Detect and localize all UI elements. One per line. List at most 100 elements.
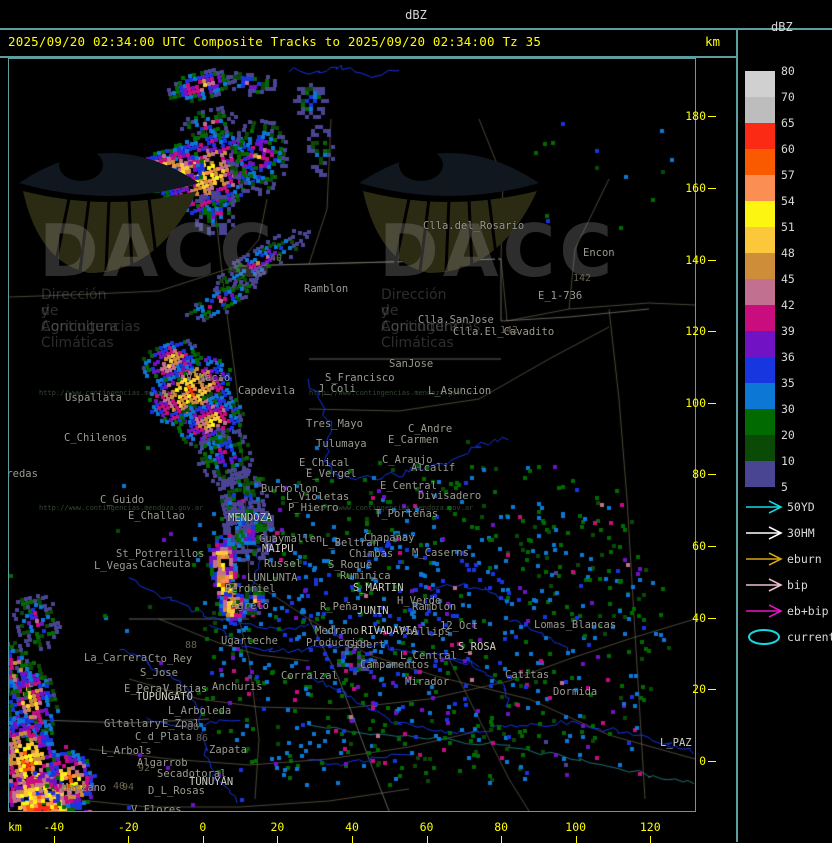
dbz-colorbar: 80 70 65 60 57 54 51 48 45 42 39 36 35 30 20 10 5 <box>745 64 795 494</box>
ellipse-icon <box>748 629 780 645</box>
colorbar-tick-label: 30 <box>781 402 795 416</box>
arrow-icon <box>746 604 783 618</box>
track-legend: 50YD 30HM eburn bip eb+bip current <box>745 495 832 651</box>
track-legend-label: eburn <box>787 552 822 566</box>
title-separator <box>0 28 832 30</box>
colorbar-swatch <box>745 383 775 409</box>
y-axis-tick-mark <box>708 331 716 333</box>
track-legend-row[interactable]: 30HM <box>745 521 832 547</box>
y-axis-tick-label: 160 <box>685 180 706 195</box>
track-legend-row[interactable]: eburn <box>745 547 832 573</box>
y-axis-tick-mark <box>708 402 716 404</box>
x-axis-tick-label: 0 <box>199 820 207 834</box>
colorbar-swatch <box>745 149 775 175</box>
x-axis-tick-mark <box>202 836 204 843</box>
arrow-icon <box>746 500 783 514</box>
colorbar-tick-label: 70 <box>781 90 795 104</box>
colorbar-swatch <box>745 409 775 435</box>
colorbar-tick-label: 60 <box>781 142 795 156</box>
map-route-label: 94 <box>122 782 135 793</box>
map-route-label: 92 <box>138 763 151 774</box>
y-axis-tick-mark <box>708 617 716 619</box>
colorbar-tick-label: 10 <box>781 454 795 468</box>
colorbar-swatch <box>745 357 775 383</box>
track-legend-label: current <box>787 630 832 644</box>
map-route-label: 86 <box>196 733 209 744</box>
colorbar-tick-label: 36 <box>781 350 795 364</box>
track-legend-row[interactable]: 50YD <box>745 495 832 521</box>
arrow-icon <box>746 552 783 566</box>
x-axis-tick-label: 40 <box>345 820 359 834</box>
radar-echo-canvas <box>9 59 695 811</box>
colorbar-swatch <box>745 279 775 305</box>
colorbar-tick-label: 65 <box>781 116 795 130</box>
panel-divider <box>736 30 738 842</box>
colorbar-title: dBZ <box>771 20 793 34</box>
x-axis-tick-mark <box>426 836 428 843</box>
track-legend-row[interactable]: bip <box>745 573 832 599</box>
x-axis-tick-label: 100 <box>565 820 587 834</box>
colorbar-tick-label: 45 <box>781 272 795 286</box>
x-axis-tick-mark <box>277 836 279 843</box>
y-axis-tick-label: 120 <box>685 324 706 339</box>
colorbar-swatch <box>745 175 775 201</box>
timestamp-label: 2025/09/20 02:34:00 UTC Composite Tracks… <box>8 34 542 49</box>
track-legend-row[interactable]: eb+bip <box>745 599 832 625</box>
y-axis-tick-mark <box>708 259 716 261</box>
window-title-bar: dBZ <box>0 0 832 29</box>
colorbar-tick-label: 39 <box>781 324 795 338</box>
colorbar-swatch <box>745 253 775 279</box>
colorbar-tick-label: 80 <box>781 64 795 78</box>
colorbar-swatch <box>745 97 775 123</box>
x-axis-tick-label: 80 <box>494 820 509 834</box>
map-route-label: 40 <box>113 781 126 792</box>
y-axis-tick-label: 0 <box>699 753 706 768</box>
colorbar-swatch <box>745 227 775 253</box>
colorbar-swatch <box>745 331 775 357</box>
y-axis-tick-label: 60 <box>692 539 706 553</box>
colorbar-swatch <box>745 435 775 461</box>
x-axis: -40 -20 0 20 40 60 80 100 120 <box>8 814 696 843</box>
map-route-label: 142 <box>573 273 592 284</box>
y-axis-tick-mark <box>708 760 716 762</box>
radar-plot-area[interactable]: DACC Dirección de Agricultura y Contingenc… <box>8 58 696 812</box>
x-axis-tick-label: -40 <box>43 820 65 834</box>
track-legend-row[interactable]: current <box>745 625 832 651</box>
map-route-label: 142 <box>500 325 519 336</box>
arrow-icon <box>746 526 783 540</box>
track-legend-label: 50YD <box>787 500 815 514</box>
y-axis-tick-label: 40 <box>692 610 706 625</box>
x-axis-tick-mark <box>650 836 652 843</box>
y-axis-tick-label: 140 <box>685 252 706 267</box>
map-route-label: 88 <box>187 722 200 733</box>
colorbar-tick-label: 42 <box>781 298 795 312</box>
colorbar-tick-label: 20 <box>781 428 795 442</box>
colorbar-swatch <box>745 305 775 331</box>
window-title: dBZ <box>405 7 427 22</box>
x-axis-tick-label: 20 <box>270 820 285 834</box>
y-axis-tick-label: 180 <box>685 109 706 124</box>
arrow-icon <box>746 578 783 592</box>
colorbar-tick-label: 5 <box>781 480 788 494</box>
y-axis-tick-mark <box>708 689 716 691</box>
y-axis-tick-label: 20 <box>692 682 706 697</box>
colorbar-swatch <box>745 461 775 487</box>
y-axis-tick-mark <box>708 546 716 547</box>
colorbar-swatch <box>745 71 775 97</box>
x-axis-unit-label: km <box>8 820 22 834</box>
y-axis-tick-mark <box>708 187 716 189</box>
map-route-label: 40 <box>270 253 283 264</box>
colorbar-tick-label: 48 <box>781 246 795 260</box>
x-axis-tick-mark <box>352 836 353 843</box>
track-legend-label: bip <box>787 578 808 592</box>
x-axis-tick-label: -20 <box>117 820 139 834</box>
y-axis-tick-mark <box>708 116 716 118</box>
x-axis-tick-label: 60 <box>419 820 434 834</box>
y-axis-unit-label: km <box>705 34 721 49</box>
colorbar-tick-label: 57 <box>781 168 795 182</box>
y-axis-tick-label: 80 <box>692 467 706 482</box>
y-axis-tick-label: 100 <box>685 395 706 410</box>
x-axis-tick-mark <box>575 836 577 843</box>
track-legend-label: eb+bip <box>787 604 829 618</box>
